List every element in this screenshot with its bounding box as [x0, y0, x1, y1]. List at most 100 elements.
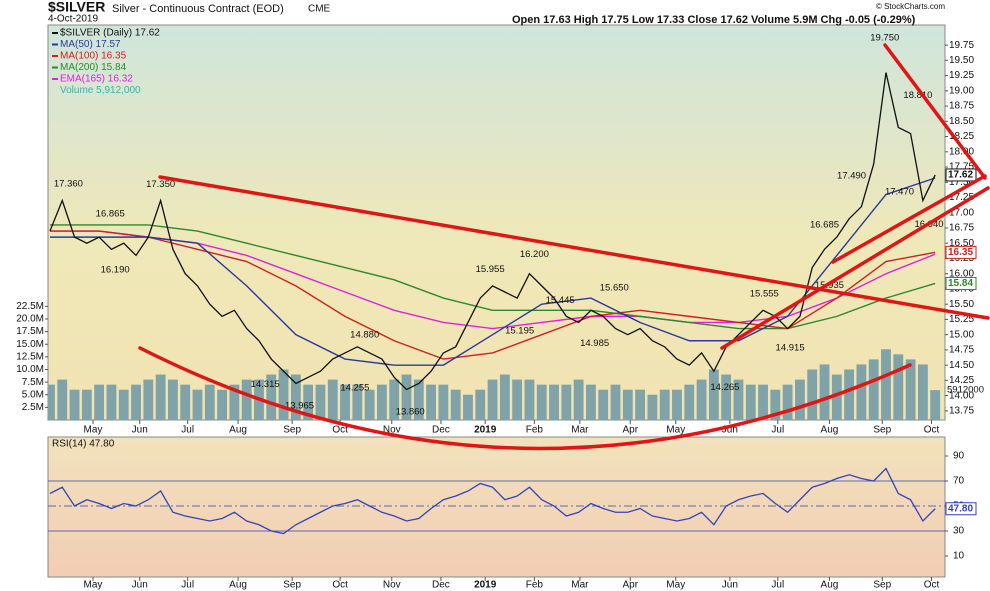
volume-bar	[635, 389, 646, 420]
rsi-layer	[48, 467, 945, 535]
price-annotation: 16.200	[520, 249, 549, 260]
volume-bar	[770, 389, 781, 420]
x-tick-label: May	[84, 425, 103, 436]
y-tick-label: 14.50	[949, 360, 974, 371]
volume-bar	[192, 389, 203, 420]
volume-bar	[180, 384, 191, 420]
volume-bar	[917, 364, 928, 420]
volume-bar	[672, 389, 682, 420]
volume-bar	[48, 384, 55, 420]
main-panel	[47, 24, 946, 421]
trendlines	[138, 43, 990, 451]
trendline	[883, 43, 987, 180]
volume-bar	[745, 384, 756, 420]
y-tick-label: 17.50	[949, 177, 974, 188]
x-tick-label: Jul	[181, 580, 194, 591]
x-tick-label: Sep	[873, 580, 891, 591]
x-tick-label: Aug	[229, 580, 247, 591]
x-tick-label: Apr	[622, 580, 638, 591]
price-annotation: 16.190	[101, 265, 130, 276]
trendline	[158, 175, 990, 320]
y-tick-label: 18.50	[949, 116, 974, 127]
volume-bar	[856, 364, 867, 420]
volume-bar	[647, 394, 658, 420]
x-tick-label: Mar	[571, 425, 589, 436]
volume-bar	[303, 384, 314, 420]
x-tick-label: Aug	[229, 425, 247, 436]
x-tick-label: Dec	[432, 425, 450, 436]
volume-bar	[758, 384, 768, 420]
volume-tag-label: 5912000	[947, 385, 984, 396]
price-annotation: 17.360	[54, 178, 83, 189]
y2-tick-label: 20.0M	[16, 314, 44, 325]
volume-bar	[118, 389, 129, 420]
price-annotation: 18.810	[903, 90, 932, 101]
y-tick-label: 15.50	[949, 299, 974, 310]
legend-label: $SILVER (Daily) 17.62	[60, 28, 160, 39]
volume-bar	[450, 389, 461, 420]
chart-title: Silver - Continuous Contract (EOD)	[112, 3, 284, 15]
y-tick-label: 16.50	[949, 238, 974, 249]
exchange: CME	[308, 4, 331, 15]
price-annotation: 14.265	[710, 382, 739, 393]
trendline	[831, 174, 987, 264]
volume-bar	[131, 384, 141, 420]
price-annotation: 17.470	[885, 187, 914, 198]
price-annotation: 17.490	[837, 170, 866, 181]
value-tag	[945, 276, 977, 290]
volume-bar	[94, 384, 105, 420]
volume-bar	[487, 379, 498, 420]
volume-bar	[831, 374, 842, 420]
price-annotation: 14.880	[350, 329, 379, 340]
y2-tick-label: 12.5M	[16, 352, 44, 363]
y2-tick-label: 17.5M	[16, 326, 44, 337]
volume-bar	[708, 369, 719, 420]
y2-tick-label: 7.5M	[22, 377, 44, 388]
volume-bar	[155, 374, 166, 420]
x-tick-label: May	[84, 580, 103, 591]
volume-bar	[229, 384, 240, 420]
y-tick-label: 10	[953, 551, 965, 562]
y2-tick-label: 15.0M	[16, 339, 44, 350]
y-tick-label: 19.75	[949, 40, 974, 51]
date: 4-Oct-2019	[48, 14, 98, 25]
volume-bar	[733, 379, 744, 420]
volume-bar	[536, 384, 547, 420]
x-tick-label: Jun	[132, 425, 148, 436]
x-tick-label: Oct	[332, 425, 348, 436]
volume-bar	[81, 389, 92, 420]
volume-bar	[364, 389, 375, 420]
y-tick-label: 17.00	[949, 207, 974, 218]
volume-bar	[204, 384, 215, 420]
price-annotation: 16.685	[810, 219, 839, 230]
y-tick-label: 18.25	[949, 131, 974, 142]
value-tag	[945, 245, 977, 259]
value-tag	[945, 168, 977, 182]
value-tag-label: 47.80	[948, 503, 973, 514]
volume-bar	[622, 389, 633, 420]
volume-bar	[586, 384, 596, 420]
x-tick-label: Sep	[873, 425, 891, 436]
value-tag-label: 16.35	[948, 247, 973, 258]
y-tick-label: 16.75	[949, 223, 974, 234]
x-tick-label: Oct	[332, 580, 348, 591]
x-tick-label: Nov	[383, 580, 401, 591]
price-annotation: 14.915	[776, 342, 805, 353]
volume-bar	[807, 369, 818, 420]
volume-bar	[438, 384, 449, 420]
volume-bar	[426, 384, 437, 420]
volume-bar	[352, 384, 363, 420]
rsi-panel	[47, 436, 946, 578]
volume-bar	[721, 374, 732, 420]
price-annotation: 17.350	[146, 179, 175, 190]
series-line	[49, 177, 936, 366]
volume-bar	[217, 389, 228, 420]
volume-bar	[389, 379, 400, 420]
x-tick-label: May	[666, 580, 685, 591]
volume-bar	[266, 374, 277, 420]
legend-label: MA(50) 17.57	[60, 39, 121, 50]
y-tick-label: 30	[953, 526, 965, 537]
volume-bar	[795, 379, 805, 420]
price-annotation: 14.985	[580, 338, 609, 349]
price-annotation: 15.195	[505, 325, 534, 336]
